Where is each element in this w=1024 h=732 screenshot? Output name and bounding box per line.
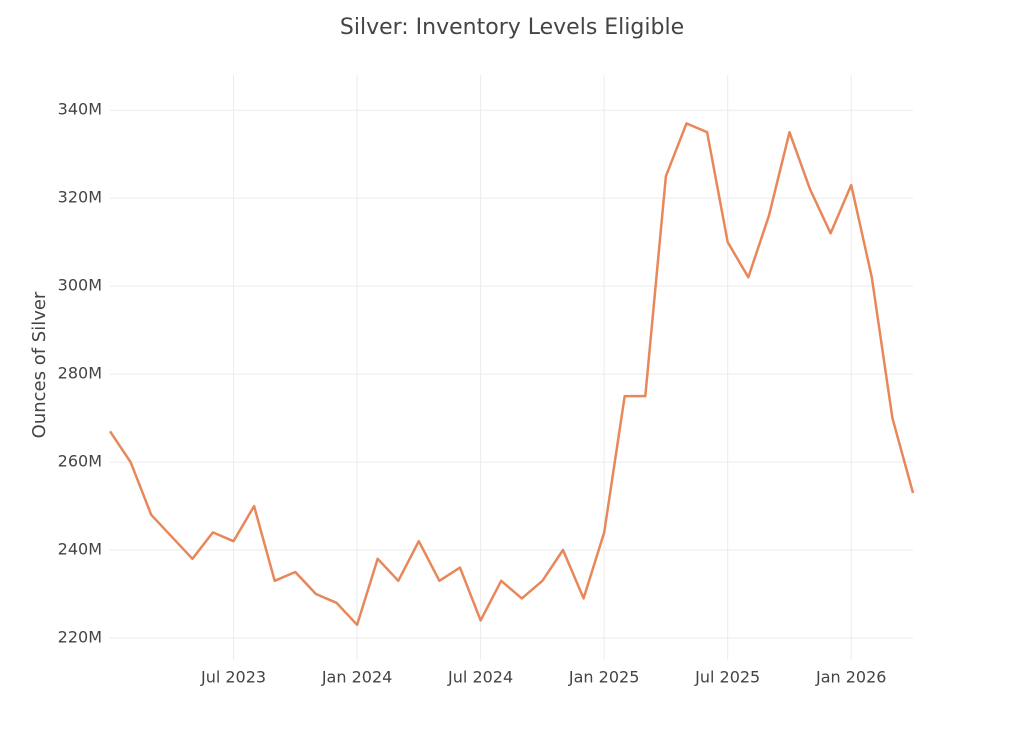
y-tick-label: 300M xyxy=(58,276,102,295)
x-tick-label: Jan 2026 xyxy=(815,668,886,687)
y-axis-label: Ounces of Silver xyxy=(29,291,50,438)
data-line xyxy=(108,122,915,627)
y-tick-label: 280M xyxy=(58,364,102,383)
y-tick-label: 240M xyxy=(58,540,102,559)
x-tick-label: Jan 2024 xyxy=(321,668,392,687)
y-tick-label: 320M xyxy=(58,188,102,207)
x-tick-label: Jul 2024 xyxy=(447,668,513,687)
x-tick-label: Jul 2023 xyxy=(200,668,266,687)
y-tick-label: 220M xyxy=(58,628,102,647)
y-tick-label: 260M xyxy=(58,452,102,471)
y-tick-label: 340M xyxy=(58,100,102,119)
x-tick-label: Jul 2025 xyxy=(694,668,760,687)
x-tick-label: Jan 2025 xyxy=(568,668,639,687)
chart-title: Silver: Inventory Levels Eligible xyxy=(340,15,684,40)
